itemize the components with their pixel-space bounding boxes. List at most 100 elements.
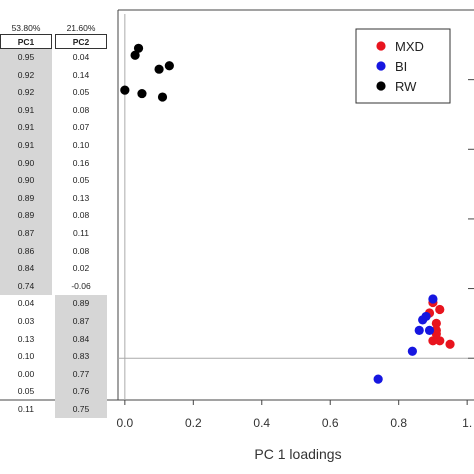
pc1-cell: 0.95 <box>0 49 52 67</box>
table-row: 0.11 0.75 <box>0 400 108 419</box>
table-row: 0.04 0.89 <box>0 295 108 313</box>
pc1-cell: 0.86 <box>0 242 52 261</box>
legend-marker-mxd <box>376 41 386 51</box>
pc1-cell: 0.89 <box>0 207 52 225</box>
data-point-mxd <box>445 339 455 349</box>
pc2-cell: 0.13 <box>72 192 90 203</box>
table-row: 0.89 0.13 <box>0 189 108 208</box>
legend-marker-bi <box>376 61 386 71</box>
loadings-table: 53.80% 21.60% PC1 PC2 0.95 0.04 0.92 0.14 0.92 0.… <box>0 22 108 419</box>
pc2-cell: 0.08 <box>72 210 90 221</box>
data-point-bi <box>407 346 417 356</box>
x-tick-label: 0.8 <box>390 416 407 430</box>
table-row: PC1 PC2 <box>0 35 108 49</box>
table-row: 0.91 0.08 <box>0 101 108 120</box>
pc2-cell: 0.89 <box>55 295 107 313</box>
pc2-cell: 0.08 <box>72 104 90 115</box>
data-point-mxd <box>428 336 438 346</box>
table-row: 0.92 0.14 <box>0 66 108 85</box>
pc2-cell: 0.07 <box>72 122 90 133</box>
pc1-cell: 0.91 <box>0 119 52 137</box>
data-points <box>120 43 455 384</box>
x-tick-label: 0.6 <box>322 416 339 430</box>
legend-marker-rw <box>376 81 386 91</box>
data-point-bi <box>428 294 438 304</box>
data-point-mxd <box>431 329 441 339</box>
x-tick-label: 0.4 <box>253 416 270 430</box>
x-axis-title: PC 1 loadings <box>254 446 341 462</box>
table-row: 0.95 0.04 <box>0 49 108 67</box>
pc1-cell: PC1 <box>0 35 52 49</box>
pc1-cell: 0.04 <box>17 298 35 309</box>
table-row: 0.90 0.16 <box>0 154 108 173</box>
data-point-rw <box>154 64 164 74</box>
table-row: 0.13 0.84 <box>0 330 108 349</box>
pc2-cell: 21.60% <box>55 22 107 35</box>
pc1-cell: 0.91 <box>0 101 52 120</box>
pc1-cell: 0.91 <box>0 136 52 155</box>
pc1-cell: 0.90 <box>0 154 52 173</box>
table-row: 0.74 -0.06 <box>0 277 108 296</box>
table-row: 0.90 0.05 <box>0 172 108 190</box>
pc1-cell: 0.87 <box>0 224 52 243</box>
pc2-cell: 0.02 <box>72 263 90 274</box>
pc1-cell: 0.03 <box>17 315 35 326</box>
legend-label: BI <box>395 59 407 74</box>
table-row: 0.03 0.87 <box>0 312 108 331</box>
table-row: 0.87 0.11 <box>0 224 108 243</box>
data-point-rw <box>133 43 144 53</box>
table-row: 0.91 0.10 <box>0 136 108 155</box>
table-row: 0.91 0.07 <box>0 119 108 137</box>
x-tick-label: 0.0 <box>117 416 134 430</box>
data-point-bi <box>421 311 431 322</box>
data-point-mxd <box>431 318 441 328</box>
pc2-cell: PC2 <box>55 35 107 49</box>
x-axis-ticks: 0.0 0.2 0.4 0.6 0.8 1. <box>117 400 472 430</box>
pc2-cell: 0.05 <box>72 87 90 98</box>
pc2-cell: 0.08 <box>72 245 90 256</box>
pc1-cell: 0.92 <box>0 84 52 102</box>
data-point-rw <box>137 88 147 99</box>
table-row: 53.80% 21.60% <box>0 22 108 35</box>
data-point-rw <box>120 85 130 95</box>
pc2-cell: 0.83 <box>55 348 107 366</box>
pc2-cell: 0.75 <box>55 400 107 419</box>
x-tick-label: 0.2 <box>185 416 202 430</box>
data-point-rw <box>130 50 140 60</box>
pc2-cell: 0.77 <box>55 365 107 384</box>
legend-box <box>355 28 451 104</box>
table-row: 0.86 0.08 <box>0 242 108 261</box>
data-point-rw <box>164 61 174 71</box>
right-axis-ticks <box>468 79 474 359</box>
data-point-mxd <box>435 304 445 315</box>
pc2-cell: 0.16 <box>72 157 90 168</box>
pc2-cell: 0.76 <box>55 383 107 401</box>
pc1-cell: 0.10 <box>17 351 35 362</box>
pc2-cell: 0.14 <box>72 69 90 80</box>
data-point-bi <box>424 325 435 335</box>
data-point-bi <box>373 374 383 384</box>
data-point-rw <box>157 92 168 102</box>
pc1-cell: 0.84 <box>0 260 52 278</box>
pc1-cell: 0.13 <box>17 333 35 344</box>
pc2-cell: 0.10 <box>72 139 90 150</box>
table-row: 0.84 0.02 <box>0 260 108 278</box>
pc1-cell: 0.11 <box>18 403 34 414</box>
pc1-cell: 0.89 <box>0 189 52 208</box>
table-row: 0.00 0.77 <box>0 365 108 384</box>
x-tick-label: 1. <box>462 416 472 430</box>
legend-label: MXD <box>395 39 424 54</box>
pc1-cell: 0.00 <box>17 368 35 379</box>
table-row: 0.89 0.08 <box>0 207 108 225</box>
pc1-cell: 0.74 <box>0 277 52 296</box>
data-point-mxd <box>435 336 445 346</box>
pc2-cell: -0.06 <box>71 280 91 291</box>
pc1-cell: 0.90 <box>0 172 52 190</box>
legend: MXD BI RW <box>355 28 451 104</box>
pc2-cell: 0.04 <box>72 52 90 62</box>
data-point-bi <box>414 325 424 335</box>
pc1-cell: 53.80% <box>0 22 52 35</box>
pc2-cell: 0.87 <box>55 312 107 331</box>
pc1-cell: 0.05 <box>17 386 35 397</box>
